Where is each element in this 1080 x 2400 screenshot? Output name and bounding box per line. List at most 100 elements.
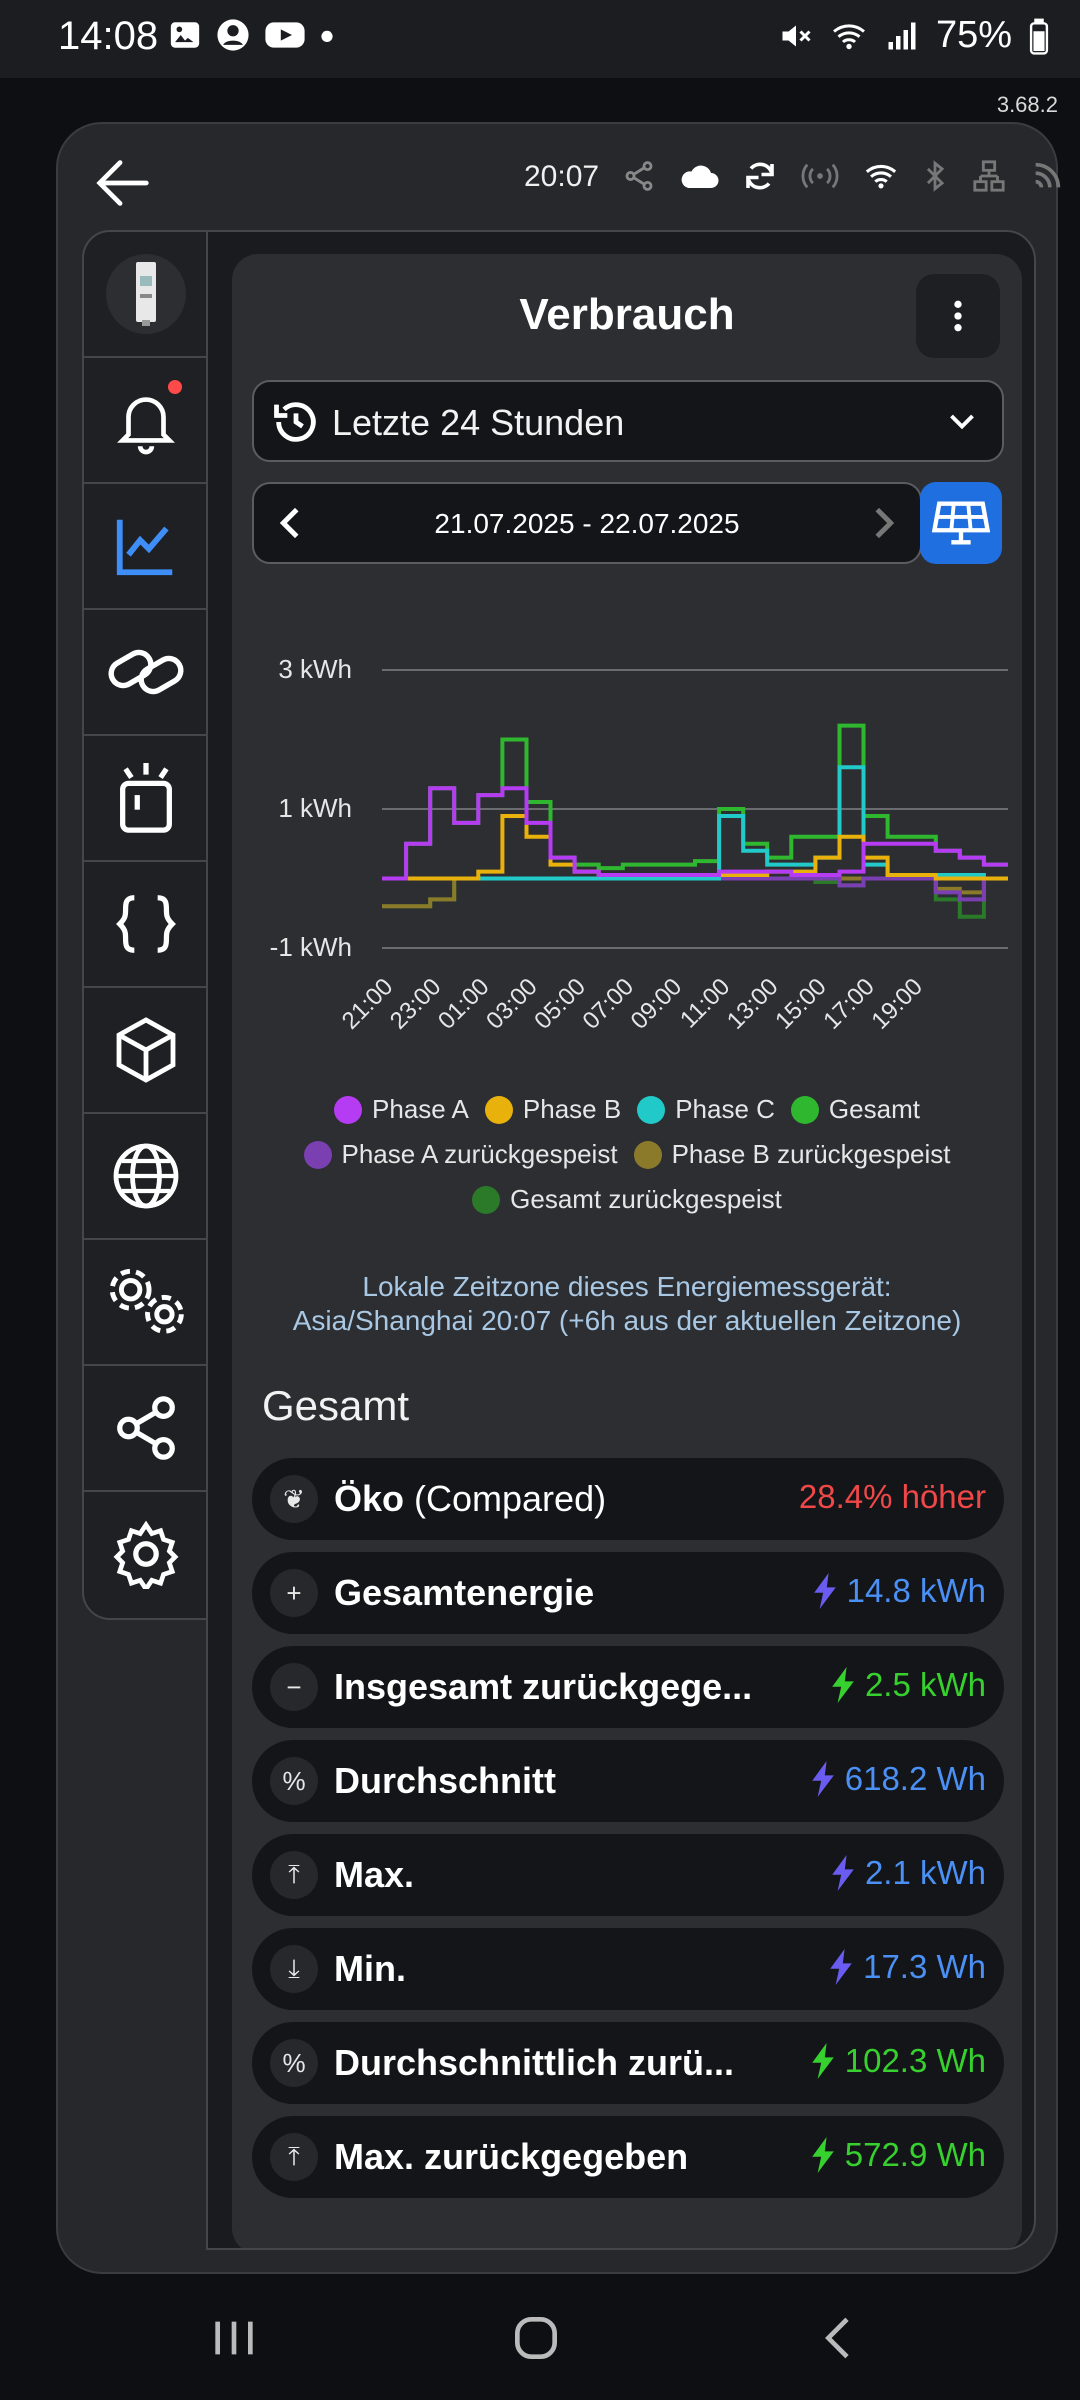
battery-icon (1029, 18, 1049, 55)
device-time: 20:07 (524, 160, 600, 193)
x-tick-label: 19:00 (866, 973, 928, 1035)
sidebar-item-scripts[interactable] (84, 862, 208, 988)
legend-label: Phase B zurückgespeist (671, 1139, 951, 1169)
stat-label-sub: (Compared) (404, 1478, 607, 1519)
content-area: Verbrauch Letzte 24 Stunden 21.07.2025 -… (206, 230, 1036, 2250)
stat-row[interactable]: % Durchschnitt 618.2 Wh (252, 1740, 1004, 1822)
stat-label: Max. zurückgegeben (334, 2136, 689, 2177)
time-range-select[interactable]: Letzte 24 Stunden (252, 380, 1004, 462)
account-icon (217, 19, 249, 51)
next-period-button[interactable] (860, 500, 906, 551)
date-navigator: 21.07.2025 - 22.07.2025 (252, 482, 922, 564)
x-tick-label: 13:00 (722, 973, 784, 1035)
sidebar-item-actions[interactable] (84, 736, 208, 862)
y-tick-label: 3 kWh (278, 654, 352, 684)
stat-value: 2.1 kWh (829, 1854, 986, 1892)
mute-icon (782, 25, 811, 46)
sidebar-item-notifications[interactable] (84, 358, 208, 484)
stat-row[interactable]: ❦ Öko (Compared) 28.4% höher (252, 1458, 1004, 1540)
legend-item[interactable]: Phase C (637, 1094, 775, 1125)
status-notification-icons (168, 18, 334, 52)
link-icon (108, 649, 184, 695)
timezone-note-line1: Lokale Zeitzone dieses Energiemessgerät: (362, 1271, 892, 1302)
stat-value: 14.8 kWh (811, 1572, 986, 1610)
legend-swatch (303, 1140, 332, 1169)
legend-item[interactable]: Phase A zurückgespeist (303, 1139, 618, 1170)
sidebar-item-links[interactable] (84, 610, 208, 736)
chevron-left-icon (279, 507, 299, 539)
stat-value: 572.9 Wh (809, 2136, 986, 2174)
legend-swatch (472, 1185, 501, 1214)
solar-panel-icon (932, 501, 990, 545)
sidebar-item-web[interactable] (84, 1114, 208, 1240)
stat-value-text: 14.8 kWh (846, 1572, 986, 1609)
stat-label: Min. (334, 1948, 406, 1989)
back-button[interactable] (88, 148, 158, 223)
legend-item[interactable]: Phase A (334, 1094, 469, 1125)
stat-row[interactable]: ⤒ Max. 2.1 kWh (252, 1834, 1004, 1916)
bolt-icon (813, 1573, 836, 1609)
legend-item[interactable]: Gesamt zurückgespeist (472, 1184, 782, 1215)
bolt-icon (811, 2137, 834, 2173)
sidebar-item-advanced-settings[interactable] (84, 1240, 208, 1366)
rss-icon (1035, 162, 1061, 188)
stat-value-text: 2.1 kWh (864, 1854, 986, 1891)
stat-label: Öko (Compared) (334, 1478, 607, 1519)
recent-apps-button[interactable] (206, 2310, 262, 2371)
legend-item[interactable]: Gesamt (790, 1094, 920, 1125)
x-tick-label: 05:00 (529, 973, 591, 1035)
page-title: Verbrauch (519, 290, 735, 339)
stat-row[interactable]: − Insgesamt zurückgege... 2.5 kWh (252, 1646, 1004, 1728)
legend-item[interactable]: Phase B (484, 1094, 621, 1125)
date-range-label: 21.07.2025 - 22.07.2025 (434, 508, 740, 539)
bluetooth-icon (926, 160, 945, 192)
action-icon (120, 763, 172, 833)
series-line (382, 786, 1008, 881)
previous-period-button[interactable] (268, 500, 314, 551)
bolt-icon (832, 1855, 854, 1891)
stat-value: 2.5 kWh (829, 1666, 986, 1704)
bell-icon (117, 397, 175, 455)
stat-value-text: 572.9 Wh (844, 2136, 986, 2173)
legend-item[interactable]: Phase B zurückgespeist (633, 1139, 951, 1170)
braces-icon (116, 895, 176, 953)
stat-row[interactable]: + Gesamtenergie 14.8 kWh (252, 1552, 1004, 1634)
sidebar-item-device[interactable] (84, 232, 208, 358)
image-icon (170, 22, 200, 48)
stat-value-text: 17.3 Wh (863, 1948, 986, 1985)
arrow-left-icon (96, 160, 149, 206)
sidebar-item-share[interactable] (84, 1366, 208, 1492)
stat-value: 28.4% höher (799, 1478, 986, 1516)
more-menu-button[interactable] (916, 274, 1000, 358)
max-icon: ⤒ (270, 1851, 318, 1899)
y-tick-label: 1 kWh (278, 793, 352, 823)
chevron-right-icon (875, 507, 895, 539)
stats-list: ❦ Öko (Compared) 28.4% höher + Gesamtenergie… (252, 1458, 1004, 2210)
solar-toggle-button[interactable] (920, 482, 1002, 564)
system-navigation-bar (0, 2274, 1080, 2400)
stat-value: 618.2 Wh (809, 1760, 986, 1798)
stat-row[interactable]: ⤓ Min. 17.3 Wh (252, 1928, 1004, 2010)
legend-swatch (334, 1095, 363, 1124)
home-button[interactable] (508, 2310, 564, 2371)
system-back-button[interactable] (812, 2310, 868, 2371)
x-tick-label: 03:00 (481, 973, 543, 1035)
stat-label: Durchschnittlich zurü... (334, 2042, 735, 2083)
stat-row[interactable]: % Durchschnittlich zurü... 102.3 Wh (252, 2022, 1004, 2104)
x-tick-label: 07:00 (577, 973, 639, 1035)
stat-row[interactable]: ⤒ Max. zurückgegeben 572.9 Wh (252, 2116, 1004, 2198)
max-icon: ⤒ (270, 2133, 318, 2181)
cloud-icon (681, 165, 719, 188)
chart-icon (116, 519, 173, 576)
sidebar-item-components[interactable] (84, 988, 208, 1114)
x-tick-label: 15:00 (770, 973, 832, 1035)
cube-icon (116, 1017, 176, 1083)
series-line (382, 723, 1008, 881)
sidebar-item-settings[interactable] (84, 1492, 208, 1616)
app-bar: 20:07 (58, 124, 1061, 234)
stat-value-text: 618.2 Wh (844, 1760, 986, 1797)
consumption-panel: Verbrauch Letzte 24 Stunden 21.07.2025 -… (232, 254, 1022, 2248)
sidebar-item-charts[interactable] (84, 484, 208, 610)
legend-label: Gesamt (828, 1094, 920, 1124)
chart-legend: Phase A Phase B Phase C Gesamt Phase A zurüc… (232, 1094, 1022, 1229)
